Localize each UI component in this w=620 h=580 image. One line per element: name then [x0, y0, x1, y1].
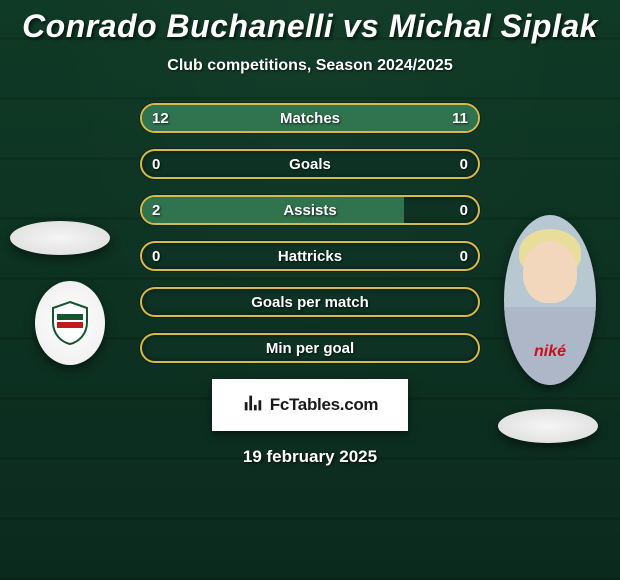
player2-kit-sponsor: niké	[534, 343, 566, 361]
stat-value-left: 0	[142, 243, 170, 269]
page-title: Conrado Buchanelli vs Michal Siplak	[0, 0, 620, 45]
comparison-stage: niké 1211Matches00Goals20Assists00Hattri…	[0, 103, 620, 467]
stat-fill-left	[142, 197, 404, 223]
stat-row: 1211Matches	[140, 103, 480, 133]
subtitle: Club competitions, Season 2024/2025	[0, 57, 620, 75]
stat-label: Hattricks	[142, 243, 478, 269]
stat-row: 0 0Hattricks	[140, 241, 480, 271]
player1-photo	[10, 221, 110, 255]
stat-value-right: 0	[450, 243, 478, 269]
stat-label: Min per goal	[142, 335, 478, 361]
stat-fill-right	[317, 105, 478, 131]
stat-value-left	[142, 289, 162, 315]
stat-row: Goals per match	[140, 287, 480, 317]
stat-label: Goals	[142, 151, 478, 177]
player2-club-badge	[498, 409, 598, 443]
stat-value-left	[142, 335, 162, 361]
stat-row: Min per goal	[140, 333, 480, 363]
club-badge-icon	[47, 300, 93, 346]
player2-photo: niké	[504, 215, 596, 385]
stat-value-right	[458, 335, 478, 361]
player1-club-badge	[35, 281, 105, 365]
stat-row: 20Assists	[140, 195, 480, 225]
stat-label: Goals per match	[142, 289, 478, 315]
date-label: 19 february 2025	[0, 447, 620, 467]
stat-fill-left	[142, 105, 317, 131]
stat-value-right	[458, 289, 478, 315]
stat-value-left: 0	[142, 151, 170, 177]
brand-box[interactable]: FcTables.com	[212, 379, 408, 431]
stat-value-right: 0	[450, 197, 478, 223]
brand-logo-icon	[242, 392, 264, 419]
brand-text: FcTables.com	[270, 395, 379, 415]
stat-value-right: 0	[450, 151, 478, 177]
stat-row: 0 0Goals	[140, 149, 480, 179]
